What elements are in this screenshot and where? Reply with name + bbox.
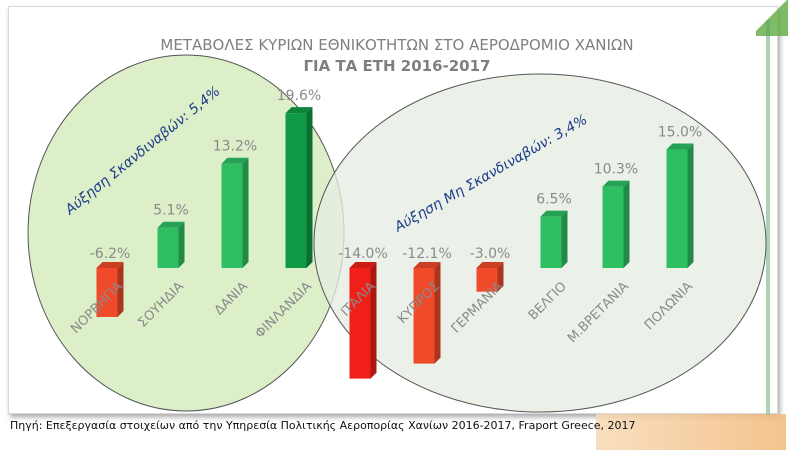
bar-top: [666, 143, 694, 150]
value-labels-group: -6.2% 5.1% 13.2% 19.6% -14.0% -12.1% -3.0% 6.5%…: [90, 88, 703, 262]
bar-top: [157, 221, 185, 228]
side-decoration: [766, 20, 770, 416]
bar-side: [242, 157, 249, 268]
bar-9: [602, 180, 630, 268]
bar-side: [561, 210, 568, 268]
bar-front: [349, 268, 371, 379]
bar-front: [540, 216, 562, 268]
bar-top: [602, 180, 630, 187]
bar-top: [476, 262, 504, 268]
footer-decoration: [596, 414, 786, 450]
chart-title-line2: ΓΙΑ ΤΑ ΕΤΗ 2016-2017: [303, 57, 490, 75]
bar-10: [666, 143, 694, 268]
value-label: 5.1%: [153, 203, 189, 219]
value-label: -3.0%: [470, 246, 511, 262]
bar-top: [413, 262, 441, 268]
corner-decoration: [756, 0, 788, 36]
value-label: -14.0%: [338, 246, 388, 262]
bar-3: [221, 157, 249, 268]
bar-front: [221, 163, 243, 268]
bar-6: [413, 262, 441, 364]
bar-top: [349, 262, 377, 268]
bar-side: [434, 262, 441, 364]
bar-side: [178, 221, 185, 268]
value-label: 13.2%: [213, 139, 257, 155]
bar-7: [476, 262, 504, 292]
value-label: -6.2%: [90, 246, 131, 262]
bar-front: [602, 186, 624, 268]
value-label: 15.0%: [658, 125, 702, 141]
chart-title-line1: ΜΕΤΑΒΟΛΕΣ ΚΥΡΙΩΝ ΕΘΝΙΚΟΤΗΤΩΝ ΣΤΟ ΑΕΡΟΔΡΟ…: [160, 36, 633, 54]
bar-top: [285, 107, 313, 114]
value-label: 6.5%: [536, 192, 572, 208]
value-label: -12.1%: [402, 246, 452, 262]
bar-side: [623, 180, 630, 268]
bar-front: [157, 227, 179, 268]
group-ellipses: [27, 54, 767, 413]
bar-front: [96, 268, 118, 317]
bar-2: [157, 221, 185, 268]
bar-front: [476, 268, 498, 292]
bar-1: [96, 262, 124, 317]
bar-front: [285, 113, 307, 268]
bar-top: [540, 210, 568, 217]
bar-8: [540, 210, 568, 268]
bar-front: [413, 268, 435, 364]
bars-group: [96, 107, 694, 379]
bar-top: [96, 262, 124, 268]
bar-top: [221, 157, 249, 164]
value-label: 10.3%: [594, 162, 638, 178]
bar-4: [285, 107, 313, 268]
bar-front: [666, 149, 688, 268]
bar-side: [497, 262, 504, 292]
source-note: Πηγή: Επεξεργασία στοιχείων από την Υπηρ…: [10, 419, 636, 432]
bar-5: [349, 262, 377, 379]
bar-side: [370, 262, 377, 379]
value-label: 19.6%: [277, 88, 321, 104]
bar-side: [117, 262, 124, 317]
bar-side: [687, 143, 694, 268]
bar-side: [306, 107, 313, 268]
